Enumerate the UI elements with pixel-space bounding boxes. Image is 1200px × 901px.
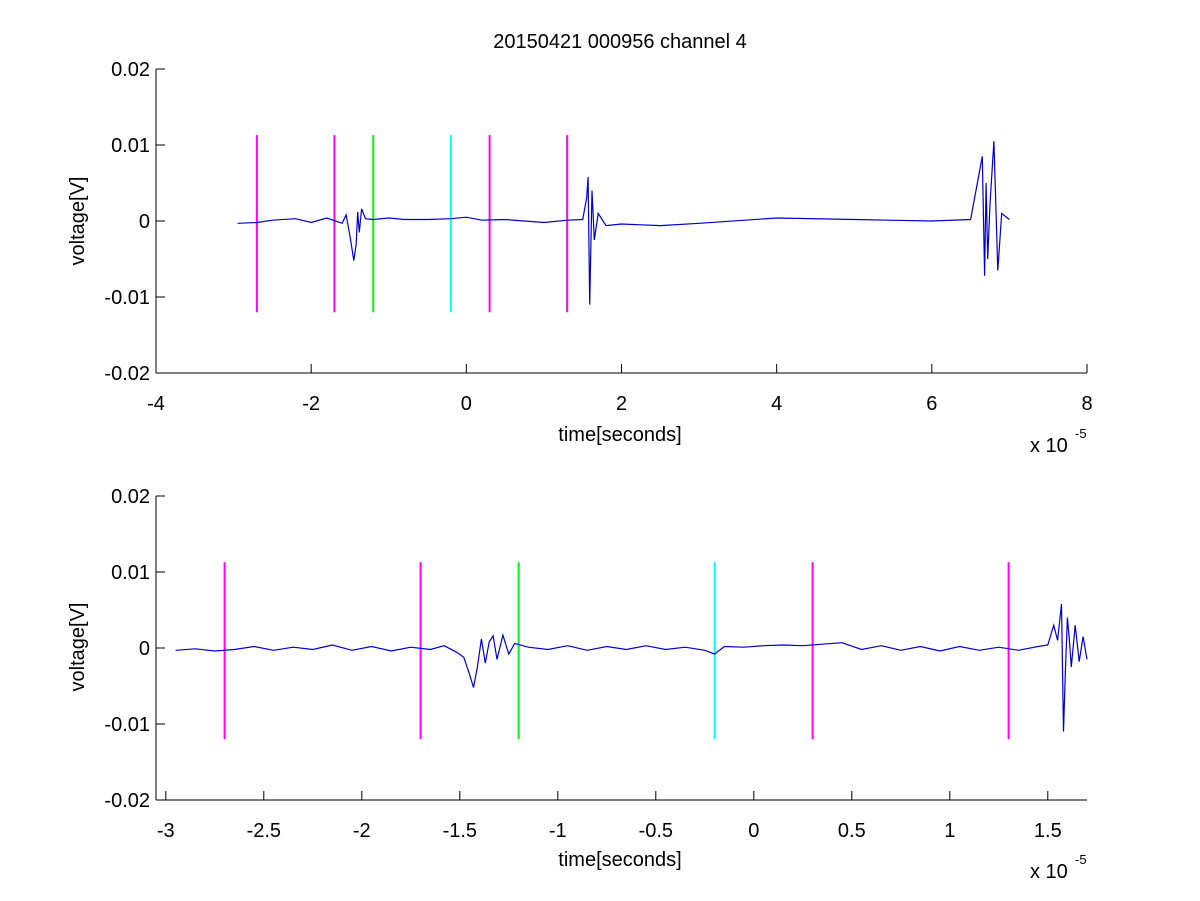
x-tick-label: -2 — [302, 393, 320, 415]
x-tick-label: -0.5 — [639, 820, 673, 842]
x-tick-label: -1 — [549, 820, 567, 842]
x-tick-label: 1.5 — [1034, 820, 1062, 842]
x-tick-label: 0.5 — [838, 820, 866, 842]
x-tick-label: -2.5 — [247, 820, 281, 842]
x-ticks-top: -4 -2 0 2 4 6 8 — [147, 364, 1093, 415]
x-ticks-bottom: -3 -2.5 -2 -1.5 -1 -0.5 0 0.5 1 1.5 — [157, 791, 1062, 842]
y-ticks-bottom: 0.02 0.01 0 -0.01 -0.02 — [104, 486, 165, 812]
x-multiplier-exponent-bottom: -5 — [1075, 852, 1087, 867]
y-ticks-top: 0.02 0.01 0 -0.01 -0.02 — [104, 59, 165, 385]
y-axis-label-bottom: voltage[V] — [67, 603, 89, 692]
y-tick-label: -0.02 — [104, 790, 150, 812]
y-tick-label: 0.01 — [111, 562, 150, 584]
x-tick-label: 1 — [944, 820, 955, 842]
x-tick-label: 0 — [748, 820, 759, 842]
x-multiplier-bottom: x 10 — [1030, 861, 1068, 883]
x-tick-label: 8 — [1081, 393, 1092, 415]
y-tick-label: 0 — [139, 211, 150, 233]
figure-title: 20150421 000956 channel 4 — [493, 31, 747, 53]
x-axis-label-bottom: time[seconds] — [558, 849, 681, 871]
plot-top: -4 -2 0 2 4 6 8 0.02 0.01 0 -0.01 -0.02 time[secon… — [67, 59, 1093, 457]
y-tick-label: -0.01 — [104, 287, 150, 309]
axes-frame-top — [155, 69, 1087, 374]
y-tick-label: 0.02 — [111, 486, 150, 508]
y-tick-label: -0.01 — [104, 714, 150, 736]
x-tick-label: -3 — [157, 820, 175, 842]
voltage-trace-bottom — [175, 603, 1088, 732]
y-tick-label: 0 — [139, 638, 150, 660]
y-tick-label: -0.02 — [104, 363, 150, 385]
x-multiplier-exponent-top: -5 — [1075, 426, 1087, 441]
x-axis-label-top: time[seconds] — [558, 424, 681, 446]
x-multiplier-top: x 10 — [1030, 435, 1068, 457]
y-tick-label: 0.01 — [111, 135, 150, 157]
x-tick-label: 0 — [461, 393, 472, 415]
x-tick-label: 2 — [616, 393, 627, 415]
marker-lines-top — [255, 135, 569, 313]
x-tick-label: -2 — [353, 820, 371, 842]
x-tick-label: 6 — [926, 393, 937, 415]
plot-bottom: -3 -2.5 -2 -1.5 -1 -0.5 0 0.5 1 1.5 0.02 0.01 0 -0.0… — [67, 486, 1088, 883]
x-tick-label: -4 — [147, 393, 165, 415]
x-tick-label: 4 — [771, 393, 782, 415]
y-axis-label-top: voltage[V] — [67, 177, 89, 266]
y-tick-label: 0.02 — [111, 59, 150, 81]
marker-lines-bottom — [223, 562, 1010, 740]
x-tick-label: -1.5 — [443, 820, 477, 842]
voltage-trace-top — [237, 141, 1010, 305]
